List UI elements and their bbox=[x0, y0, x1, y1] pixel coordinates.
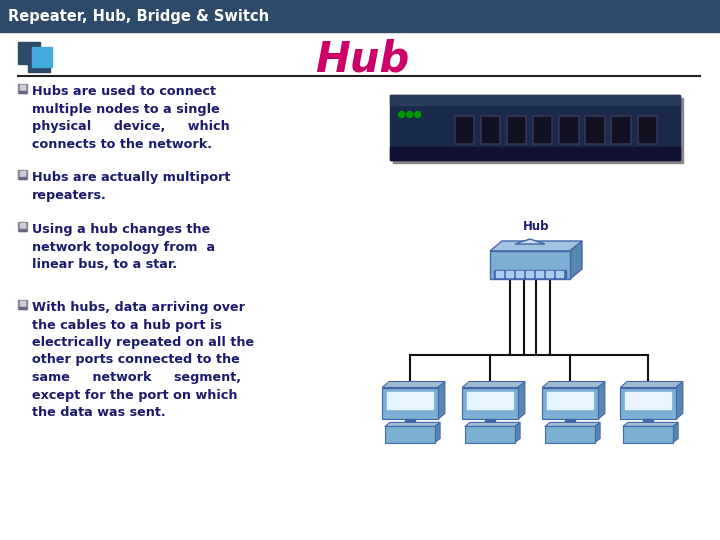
Bar bbox=[393, 98, 683, 163]
Bar bbox=[18, 170, 27, 179]
Text: Using a hub changes the
network topology from  a
linear bus, to a star.: Using a hub changes the network topology… bbox=[32, 223, 215, 271]
Bar bbox=[536, 271, 543, 277]
Polygon shape bbox=[676, 381, 683, 420]
Bar bbox=[490, 251, 570, 279]
Bar bbox=[387, 392, 433, 409]
Bar bbox=[546, 271, 553, 277]
Text: Hub: Hub bbox=[523, 220, 549, 233]
Bar bbox=[534, 117, 550, 141]
Bar bbox=[19, 307, 26, 308]
Circle shape bbox=[399, 111, 405, 118]
Bar bbox=[585, 114, 605, 144]
Bar bbox=[467, 392, 513, 409]
Bar bbox=[405, 420, 415, 427]
Bar bbox=[462, 388, 518, 420]
Bar bbox=[565, 420, 575, 427]
Text: Hubs are actually multiport
repeaters.: Hubs are actually multiport repeaters. bbox=[32, 171, 230, 201]
Polygon shape bbox=[620, 381, 683, 388]
Polygon shape bbox=[465, 422, 520, 427]
Bar bbox=[18, 300, 27, 309]
Bar bbox=[454, 114, 474, 144]
Bar bbox=[20, 223, 24, 228]
Bar bbox=[526, 271, 533, 277]
Bar bbox=[465, 427, 515, 442]
Bar bbox=[643, 420, 653, 427]
Bar bbox=[20, 171, 24, 176]
Bar bbox=[32, 47, 52, 67]
Polygon shape bbox=[545, 422, 600, 427]
Polygon shape bbox=[518, 381, 525, 420]
Bar bbox=[494, 270, 566, 278]
Polygon shape bbox=[623, 422, 678, 427]
Polygon shape bbox=[462, 381, 525, 388]
Bar bbox=[547, 392, 593, 409]
Bar bbox=[18, 42, 40, 64]
Bar bbox=[18, 222, 27, 231]
Bar bbox=[506, 271, 513, 277]
Bar bbox=[620, 388, 676, 420]
Bar bbox=[611, 114, 631, 144]
Bar bbox=[485, 420, 495, 427]
Bar bbox=[613, 117, 629, 141]
Bar bbox=[385, 427, 435, 442]
Polygon shape bbox=[515, 239, 545, 244]
Bar bbox=[20, 85, 24, 90]
Bar bbox=[456, 117, 472, 141]
Bar bbox=[586, 117, 603, 141]
Text: Hub: Hub bbox=[315, 39, 409, 81]
Bar bbox=[516, 271, 523, 277]
Bar bbox=[506, 114, 526, 144]
Bar bbox=[623, 427, 673, 442]
Polygon shape bbox=[595, 422, 600, 442]
Bar bbox=[558, 114, 578, 144]
Bar bbox=[19, 91, 26, 92]
Bar bbox=[639, 117, 654, 141]
Bar bbox=[508, 117, 524, 141]
Bar bbox=[480, 114, 500, 144]
Bar bbox=[19, 177, 26, 179]
Circle shape bbox=[407, 111, 413, 118]
Polygon shape bbox=[570, 241, 582, 279]
Bar bbox=[545, 427, 595, 442]
Polygon shape bbox=[673, 422, 678, 442]
Bar bbox=[625, 392, 671, 409]
Bar bbox=[390, 95, 680, 105]
Bar bbox=[390, 147, 680, 160]
Bar bbox=[18, 84, 27, 93]
Text: Repeater, Hub, Bridge & Switch: Repeater, Hub, Bridge & Switch bbox=[8, 9, 269, 24]
Bar bbox=[560, 117, 577, 141]
Bar bbox=[496, 271, 503, 277]
Polygon shape bbox=[542, 381, 605, 388]
Bar bbox=[19, 229, 26, 231]
Text: With hubs, data arriving over
the cables to a hub port is
electrically repeated : With hubs, data arriving over the cables… bbox=[32, 301, 254, 419]
Bar bbox=[20, 301, 24, 306]
Text: Hubs are used to connect
multiple nodes to a single
physical     device,     whi: Hubs are used to connect multiple nodes … bbox=[32, 85, 230, 151]
Bar bbox=[542, 388, 598, 420]
Bar bbox=[28, 50, 50, 72]
Polygon shape bbox=[598, 381, 605, 420]
Bar bbox=[382, 388, 438, 420]
Bar bbox=[482, 117, 498, 141]
Polygon shape bbox=[385, 422, 440, 427]
Polygon shape bbox=[438, 381, 445, 420]
Bar bbox=[556, 271, 563, 277]
Polygon shape bbox=[382, 381, 445, 388]
Polygon shape bbox=[515, 422, 520, 442]
Circle shape bbox=[415, 111, 420, 118]
Bar bbox=[390, 95, 680, 160]
Bar bbox=[0, 0, 720, 32]
Bar bbox=[532, 114, 552, 144]
Bar bbox=[636, 114, 657, 144]
Polygon shape bbox=[435, 422, 440, 442]
Polygon shape bbox=[490, 241, 582, 251]
